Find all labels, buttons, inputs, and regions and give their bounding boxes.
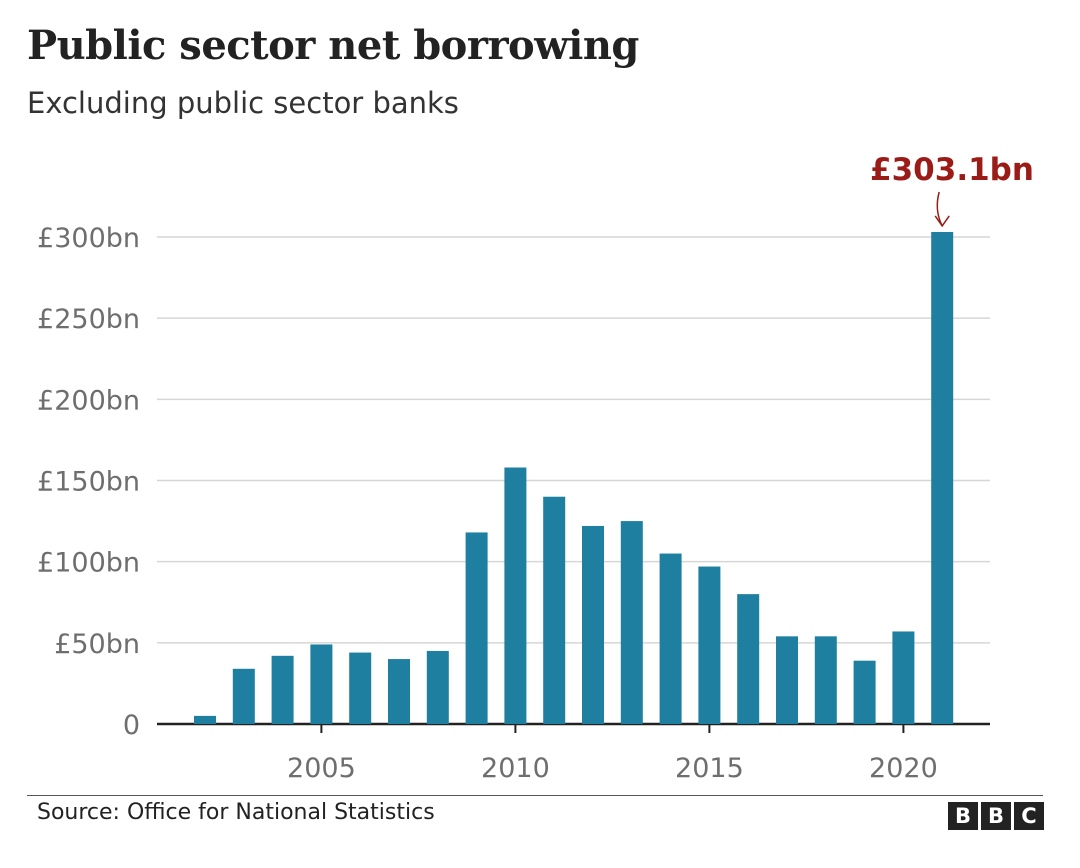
bar-2017 (776, 636, 798, 724)
bar-2006 (349, 652, 372, 724)
bar-2013 (620, 521, 643, 724)
peak-value-label: £303.1bn (870, 152, 1034, 188)
y-tick-label: £50bn (54, 629, 140, 660)
bar-2005 (310, 644, 333, 724)
x-tick-label: 2015 (675, 753, 744, 784)
bar-2015 (698, 566, 721, 724)
footer-divider (27, 795, 1043, 796)
grid-lines (157, 236, 990, 726)
bar-2010 (504, 467, 527, 724)
bar-2007 (388, 659, 410, 724)
logo-letter-b2: B (981, 802, 1011, 830)
bar-2012 (582, 525, 604, 724)
y-tick-label: £200bn (37, 385, 140, 416)
y-tick-label: £300bn (37, 223, 140, 254)
bar-2016 (737, 594, 760, 724)
bbc-logo: B B C (948, 802, 1044, 830)
logo-letter-c: C (1014, 802, 1044, 830)
chart-subtitle: Excluding public sector banks (27, 86, 459, 120)
chart-title: Public sector net borrowing (27, 22, 639, 69)
bar-2020 (892, 631, 915, 724)
x-tick-label: 2020 (869, 753, 938, 784)
bar-2003 (232, 668, 255, 724)
peak-arrow-head (934, 215, 950, 228)
bars (194, 231, 954, 725)
bar-2014 (659, 553, 682, 724)
bar-2009 (465, 532, 488, 724)
y-tick-label: 0 (123, 710, 140, 741)
y-axis-labels: 0 £50bn £100bn £150bn £200bn £250bn £300bn (37, 223, 140, 741)
logo-letter-b1: B (948, 802, 978, 830)
bar-2018 (814, 636, 837, 724)
bar-2021 (931, 231, 954, 725)
bar-chart: 0 £50bn £100bn £150bn £200bn £250bn £300bn 200… (37, 152, 1034, 784)
bar-2019 (853, 660, 876, 724)
x-tick-label: 2005 (287, 753, 356, 784)
bar-2002 (194, 715, 216, 724)
bar-2004 (271, 655, 294, 724)
y-tick-label: £100bn (37, 548, 140, 579)
peak-annotation: £303.1bn (870, 152, 1034, 228)
bar-2011 (543, 496, 566, 724)
x-tick-label: 2010 (481, 753, 550, 784)
source-note: Source: Office for National Statistics (37, 800, 435, 825)
y-tick-label: £250bn (37, 304, 140, 335)
bar-2008 (426, 650, 449, 724)
y-tick-label: £150bn (37, 467, 140, 498)
x-axis-labels: 2005 2010 2015 2020 (287, 724, 938, 784)
